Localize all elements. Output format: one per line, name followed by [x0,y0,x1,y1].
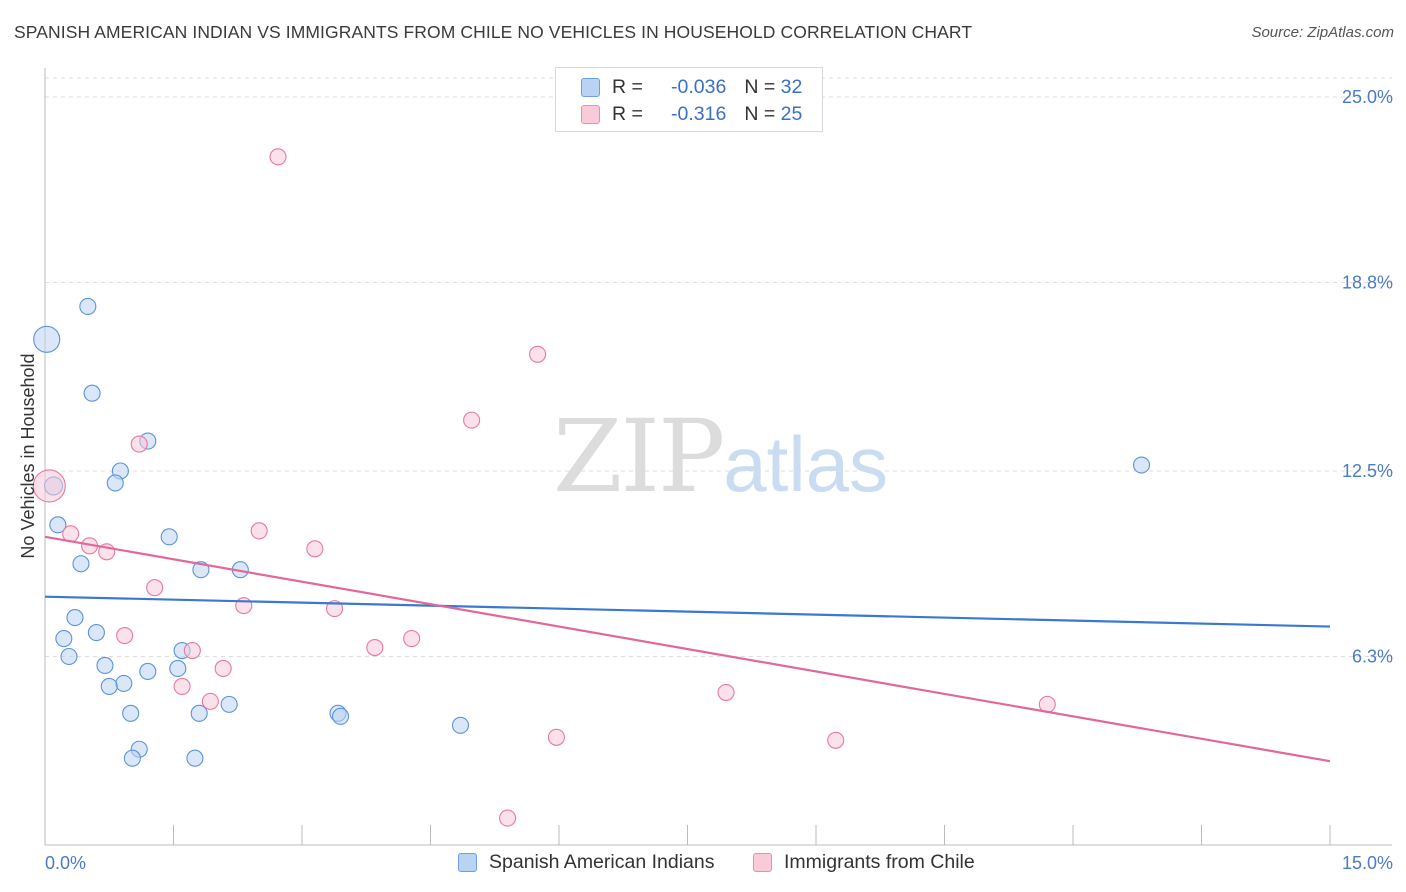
point-immigrants-from-chile [235,597,253,615]
legend-n-value: 32 [780,75,803,98]
series-legend: Spanish American Indians Immigrants from… [0,851,1406,879]
x-tick-label: 15.0% [1342,853,1393,873]
point-immigrants-from-chile [827,731,845,749]
axes [44,68,1392,846]
point-spanish-american-indians [169,659,187,678]
point-immigrants-from-chile [146,579,164,597]
point-immigrants-from-chile [173,677,191,695]
point-immigrants-from-chile [214,659,232,678]
watermark: ZIPatlas [553,398,888,515]
point-immigrants-from-chile [403,630,421,648]
legend-swatch-pink [581,104,600,124]
point-immigrants-from-chile [201,692,219,710]
point-immigrants-from-chile [326,600,344,618]
legend-n-value: 25 [780,102,803,125]
chart-title: SPANISH AMERICAN INDIAN VS IMMIGRANTS FR… [14,22,973,42]
series-swatch-blue [458,853,477,872]
point-immigrants-from-chile [116,627,134,645]
source-label: Source: ZipAtlas.com [1251,24,1394,41]
point-spanish-american-indians [87,624,105,642]
point-immigrants-from-chile [306,540,324,558]
y-tick-label: 6.3% [1352,647,1393,667]
point-spanish-american-indians [115,674,133,692]
y-tick-label: 12.5% [1342,461,1393,481]
point-spanish-american-indians [100,677,118,695]
point-immigrants-from-chile [529,345,547,363]
point-immigrants-from-chile [269,148,287,166]
point-immigrants-from-chile [130,435,148,453]
y-tick-label: 25.0% [1342,87,1393,107]
point-spanish-american-indians [160,528,178,546]
point-spanish-american-indians [1132,456,1151,474]
point-immigrants-from-chile [717,683,735,701]
x-tick-label: 0.0% [45,853,86,873]
point-spanish-american-indians [106,474,124,492]
trend-line-immigrants-from-chile [44,535,1331,763]
legend-r-label: R = [612,75,643,98]
x-tick-labels: 0.0% 15.0% [45,853,1393,873]
point-immigrants-from-chile [32,469,66,503]
point-spanish-american-indians [60,647,78,666]
trend-lines [44,535,1331,763]
legend-swatch-blue [581,77,600,97]
point-spanish-american-indians [79,297,97,315]
legend-n-label: N = [744,102,776,125]
legend-r-value: -0.036 [671,75,727,98]
point-spanish-american-indians [49,516,67,534]
watermark-zip: ZIP [553,398,725,515]
point-spanish-american-indians [66,609,84,627]
point-spanish-american-indians [96,656,114,675]
legend-row-pink: R = -0.316 N = 25 [581,101,802,127]
series-legend-item-immigrants-from-chile: Immigrants from Chile [753,851,975,874]
point-spanish-american-indians [186,749,204,767]
legend-n-label: N = [744,75,776,98]
data-points [32,148,1151,827]
point-spanish-american-indians [72,555,90,573]
y-tick-labels: 6.3% 12.5% 18.8% 25.0% [1342,87,1393,667]
point-immigrants-from-chile [366,638,384,657]
point-immigrants-from-chile [463,411,481,429]
point-spanish-american-indians [123,749,141,767]
legend-r-value: -0.316 [671,102,727,125]
point-spanish-american-indians [220,695,238,713]
legend-row-blue: R = -0.036 N = 32 [581,74,802,100]
watermark-atlas: atlas [723,420,889,508]
legend-r-label: R = [612,102,643,125]
y-axis-title: No Vehicles in Household [18,353,38,558]
stats-legend: R = -0.036 N = 32 R = -0.316 N = 25 [555,67,823,132]
point-spanish-american-indians [122,704,140,722]
trend-line-spanish-american-indians [44,595,1331,628]
point-spanish-american-indians [83,384,101,402]
point-immigrants-from-chile [250,522,268,540]
point-spanish-american-indians [33,325,61,353]
point-immigrants-from-chile [547,728,565,746]
point-spanish-american-indians [55,630,73,648]
point-spanish-american-indians [139,662,157,681]
point-spanish-american-indians [331,707,350,725]
y-tick-label: 18.8% [1342,273,1393,293]
series-swatch-pink [753,853,772,872]
series-legend-label: Immigrants from Chile [784,851,975,873]
point-spanish-american-indians [190,704,208,722]
series-legend-item-spanish-american-indians: Spanish American Indians [458,851,714,874]
point-immigrants-from-chile [183,641,201,660]
series-legend-label: Spanish American Indians [489,851,715,873]
point-immigrants-from-chile [499,809,517,827]
point-spanish-american-indians [451,716,470,734]
